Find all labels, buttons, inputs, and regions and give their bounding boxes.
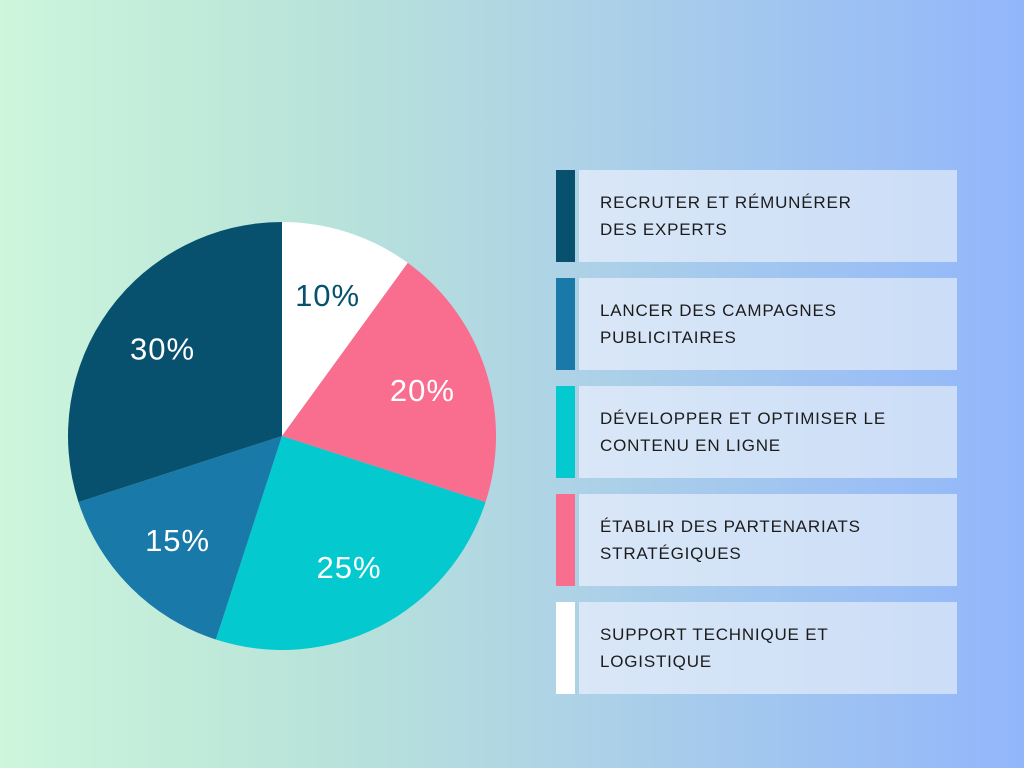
pie-label-30pct: 30% bbox=[130, 332, 195, 367]
legend-item-recruter: RECRUTER ET RÉMUNÉRER DES EXPERTS bbox=[556, 170, 957, 262]
legend-label-line: LOGISTIQUE bbox=[600, 652, 712, 671]
legend-label-line: RECRUTER ET RÉMUNÉRER bbox=[600, 193, 852, 212]
legend-color-swatch bbox=[556, 170, 575, 262]
legend-label-box: DÉVELOPPER ET OPTIMISER LE CONTENU EN LI… bbox=[579, 386, 957, 478]
legend-label-line: STRATÉGIQUES bbox=[600, 544, 742, 563]
legend-item-developper: DÉVELOPPER ET OPTIMISER LE CONTENU EN LI… bbox=[556, 386, 957, 478]
pie-label-25pct: 25% bbox=[316, 550, 381, 585]
pie-slice-15pct bbox=[78, 436, 282, 640]
pie-slice-20pct bbox=[282, 262, 497, 503]
legend-label-box: SUPPORT TECHNIQUE ET LOGISTIQUE bbox=[579, 602, 957, 694]
legend-color-swatch bbox=[556, 278, 575, 370]
legend-label-line: CONTENU EN LIGNE bbox=[600, 436, 781, 455]
legend-color-swatch bbox=[556, 602, 575, 694]
legend-item-etablir: ÉTABLIR DES PARTENARIATS STRATÉGIQUES bbox=[556, 494, 957, 586]
legend-item-lancer: LANCER DES CAMPAGNES PUBLICITAIRES bbox=[556, 278, 957, 370]
pie-slice-30pct bbox=[67, 221, 283, 503]
pie-label-10pct: 10% bbox=[295, 278, 360, 313]
legend-color-swatch bbox=[556, 494, 575, 586]
legend-label-line: DÉVELOPPER ET OPTIMISER LE bbox=[600, 409, 886, 428]
pie-slice-10pct bbox=[282, 222, 408, 436]
legend-label-box: LANCER DES CAMPAGNES PUBLICITAIRES bbox=[579, 278, 957, 370]
legend-label-box: ÉTABLIR DES PARTENARIATS STRATÉGIQUES bbox=[579, 494, 957, 586]
legend-label-line: PUBLICITAIRES bbox=[600, 328, 737, 347]
legend-item-support: SUPPORT TECHNIQUE ET LOGISTIQUE bbox=[556, 602, 957, 694]
legend: RECRUTER ET RÉMUNÉRER DES EXPERTS LANCER… bbox=[556, 170, 957, 710]
legend-label-line: ÉTABLIR DES PARTENARIATS bbox=[600, 517, 861, 536]
legend-label-line: LANCER DES CAMPAGNES bbox=[600, 301, 837, 320]
pie-label-15pct: 15% bbox=[145, 523, 210, 558]
pie-label-20pct: 20% bbox=[390, 373, 455, 408]
legend-label-line: SUPPORT TECHNIQUE ET bbox=[600, 625, 829, 644]
legend-color-swatch bbox=[556, 386, 575, 478]
pie-slice-25pct bbox=[215, 436, 486, 651]
legend-label-box: RECRUTER ET RÉMUNÉRER DES EXPERTS bbox=[579, 170, 957, 262]
legend-label-line: DES EXPERTS bbox=[600, 220, 728, 239]
